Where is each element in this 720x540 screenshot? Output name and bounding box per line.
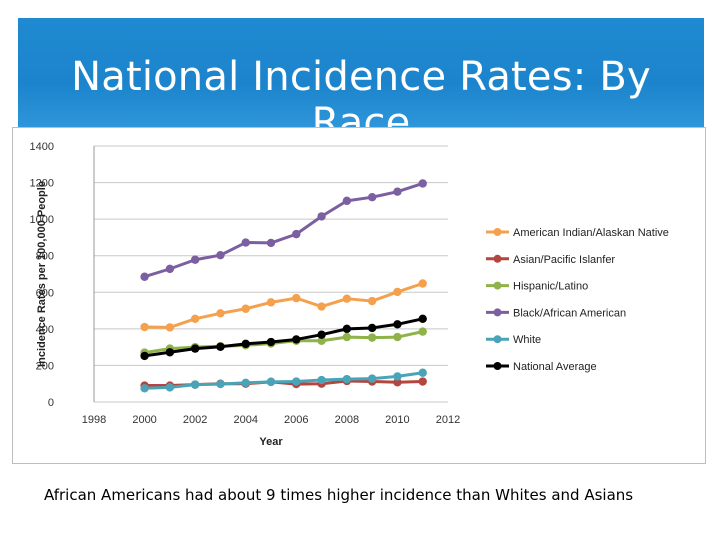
legend-label: Asian/Pacific Islanfer bbox=[513, 254, 615, 266]
data-point bbox=[190, 380, 200, 389]
x-tick-label: 2010 bbox=[385, 414, 409, 426]
data-point bbox=[165, 383, 175, 392]
legend-swatch-marker bbox=[493, 254, 502, 263]
data-point bbox=[418, 368, 427, 377]
data-point bbox=[190, 314, 200, 323]
data-point bbox=[140, 322, 149, 332]
data-point bbox=[266, 238, 276, 248]
slide-caption: African Americans had about 9 times high… bbox=[44, 486, 634, 504]
legend-swatch-marker bbox=[493, 281, 502, 290]
data-point bbox=[393, 372, 402, 381]
data-point bbox=[266, 377, 276, 387]
data-point bbox=[367, 374, 377, 383]
slide-title: National Incidence Rates: By Race bbox=[71, 54, 651, 146]
x-tick-label: 2012 bbox=[436, 414, 460, 426]
data-point bbox=[393, 187, 402, 196]
data-point bbox=[216, 250, 225, 260]
data-point bbox=[418, 327, 427, 336]
data-point bbox=[317, 302, 326, 311]
x-tick-label: 2000 bbox=[132, 414, 156, 426]
y-tick-label: 200 bbox=[36, 360, 54, 372]
data-point bbox=[393, 332, 402, 342]
data-point bbox=[342, 374, 352, 384]
data-point bbox=[140, 351, 149, 361]
x-tick-label: 2002 bbox=[183, 414, 207, 426]
y-tick-label: 1400 bbox=[30, 141, 54, 153]
series-line bbox=[144, 371, 423, 390]
data-point bbox=[317, 330, 326, 339]
data-point bbox=[418, 377, 427, 386]
legend-label: American Indian/Alaskan Native bbox=[513, 227, 669, 239]
legend-swatch-marker bbox=[493, 228, 502, 236]
data-point bbox=[342, 294, 352, 303]
data-point bbox=[140, 384, 149, 393]
legend-swatch-marker bbox=[493, 308, 502, 317]
x-tick-label: 2008 bbox=[335, 414, 359, 426]
data-point bbox=[317, 212, 326, 221]
data-point bbox=[342, 332, 352, 342]
y-tick-label: 0 bbox=[48, 397, 54, 409]
data-point bbox=[165, 264, 175, 274]
data-point bbox=[367, 323, 377, 333]
x-tick-label: 2004 bbox=[233, 414, 257, 426]
x-tick-label: 2006 bbox=[284, 414, 308, 426]
data-point bbox=[418, 279, 427, 288]
y-axis-title: Incidence Rates per 100,000 People bbox=[36, 181, 48, 367]
legend-label: White bbox=[513, 334, 541, 346]
y-tick-label: 1000 bbox=[30, 214, 54, 226]
legend-swatch-marker bbox=[493, 362, 502, 370]
series-line bbox=[144, 317, 424, 358]
series-line bbox=[144, 282, 424, 329]
data-point bbox=[367, 333, 377, 342]
data-point bbox=[216, 342, 225, 351]
data-point bbox=[241, 304, 250, 313]
legend-label: Black/African American bbox=[513, 307, 626, 319]
data-point bbox=[292, 377, 301, 386]
series-line bbox=[144, 182, 424, 279]
data-point bbox=[216, 309, 225, 318]
data-point bbox=[418, 314, 427, 323]
data-point bbox=[165, 348, 175, 357]
y-tick-label: 600 bbox=[36, 287, 54, 299]
y-tick-label: 1200 bbox=[30, 178, 54, 190]
data-point bbox=[266, 298, 276, 307]
data-point bbox=[190, 344, 200, 353]
legend-label: Hispanic/Latino bbox=[513, 281, 588, 293]
data-point bbox=[418, 179, 427, 188]
data-point bbox=[367, 296, 377, 306]
data-point bbox=[367, 193, 377, 202]
title-bar: National Incidence Rates: By Race bbox=[18, 18, 704, 146]
data-point bbox=[393, 287, 402, 297]
y-tick-label: 400 bbox=[36, 324, 54, 336]
y-tick-label: 800 bbox=[36, 251, 54, 263]
data-point bbox=[165, 323, 175, 332]
x-axis-title: Year bbox=[259, 436, 283, 448]
data-point bbox=[393, 320, 402, 329]
data-point bbox=[393, 378, 402, 387]
data-point bbox=[342, 196, 352, 206]
legend-label: National Average bbox=[513, 361, 597, 373]
data-point bbox=[266, 337, 276, 347]
chart-frame: 0 200 400 600 800 1000 1200 1400 1998 2000 2002 200… bbox=[12, 127, 706, 464]
line-chart: 0 200 400 600 800 1000 1200 1400 1998 2000 2002 200… bbox=[30, 141, 669, 448]
data-point bbox=[342, 324, 352, 334]
data-point bbox=[241, 378, 250, 387]
data-point bbox=[241, 238, 250, 247]
data-point bbox=[317, 336, 326, 345]
data-point bbox=[241, 339, 250, 349]
data-point bbox=[140, 272, 149, 281]
data-point bbox=[190, 255, 200, 264]
data-point bbox=[292, 229, 301, 239]
data-point bbox=[292, 335, 301, 344]
legend-swatch-marker bbox=[493, 335, 502, 344]
data-point bbox=[317, 375, 326, 385]
x-tick-label: 1998 bbox=[82, 414, 106, 426]
data-point bbox=[292, 293, 301, 303]
data-point bbox=[216, 379, 225, 389]
